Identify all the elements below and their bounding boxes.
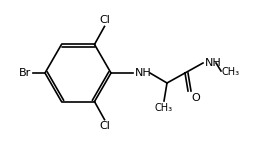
- Text: O: O: [191, 93, 200, 103]
- Text: NH: NH: [205, 58, 222, 68]
- Text: NH: NH: [135, 68, 152, 78]
- Text: CH₃: CH₃: [222, 67, 240, 77]
- Text: CH₃: CH₃: [155, 103, 173, 113]
- Text: Br: Br: [19, 68, 31, 78]
- Text: Cl: Cl: [99, 121, 110, 131]
- Text: Cl: Cl: [99, 15, 110, 25]
